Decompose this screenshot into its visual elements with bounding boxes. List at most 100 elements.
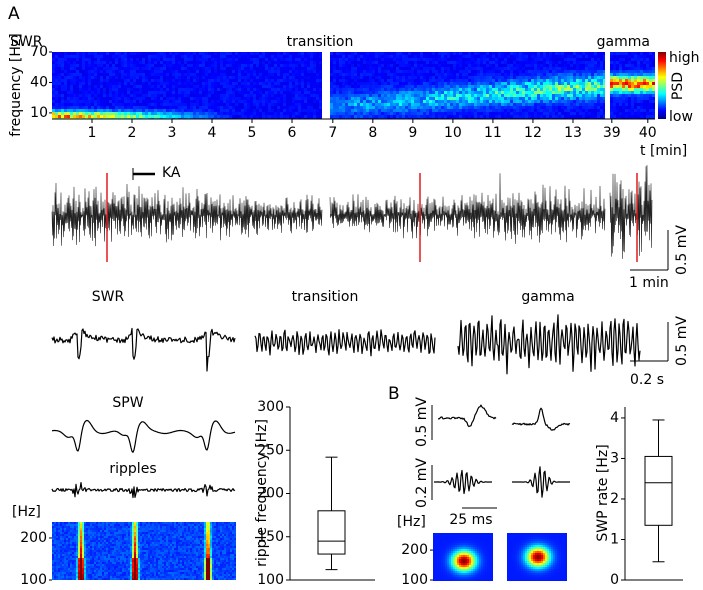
spectrogram-cell bbox=[274, 106, 277, 109]
spectrogram-cell bbox=[64, 100, 67, 103]
spectrogram-cell bbox=[127, 55, 130, 58]
spectrogram-cell bbox=[253, 70, 256, 73]
spectrogram-cell bbox=[450, 76, 453, 79]
spectrogram-cell bbox=[217, 55, 220, 58]
spectrogram-cell bbox=[232, 112, 235, 115]
spectrogram-cell bbox=[178, 88, 181, 91]
spectrogram-cell bbox=[124, 76, 127, 79]
spectrogram-cell bbox=[73, 79, 76, 82]
spectrogram-cell bbox=[202, 109, 205, 112]
spectrogram-cell bbox=[262, 91, 265, 94]
spectrogram-cell bbox=[106, 106, 109, 109]
spectrogram-cell bbox=[348, 55, 351, 58]
spectrogram-cell bbox=[384, 73, 387, 76]
spectrogram-cell bbox=[295, 73, 298, 76]
spectrogram-cell bbox=[154, 112, 157, 115]
spectrogram-cell bbox=[519, 97, 522, 100]
spectrogram-cell bbox=[73, 61, 76, 64]
spectrogram-cell bbox=[74, 532, 76, 534]
spectrogram-cell bbox=[112, 112, 115, 115]
spectrogram-cell bbox=[148, 100, 151, 103]
spectrogram-cell bbox=[220, 79, 223, 82]
spectrogram-cell bbox=[232, 91, 235, 94]
spectrogram-cell bbox=[603, 73, 605, 76]
spectrogram-cell bbox=[591, 64, 594, 67]
spectrogram-cell bbox=[600, 52, 603, 55]
spectrogram-cell bbox=[58, 550, 60, 552]
spectrogram-cell bbox=[363, 97, 366, 100]
spectrogram-cell bbox=[130, 58, 133, 61]
spectrogram-cell bbox=[582, 112, 585, 115]
spectrogram-cell bbox=[405, 97, 408, 100]
spectrogram-cell bbox=[52, 550, 54, 552]
spectrogram-cell bbox=[154, 73, 157, 76]
spectrogram-cell bbox=[543, 82, 546, 85]
spectrogram-cell bbox=[628, 106, 631, 109]
spectrogram-cell bbox=[66, 534, 68, 536]
spectrogram-cell bbox=[142, 73, 145, 76]
spectrogram-cell bbox=[94, 88, 97, 91]
spectrogram-cell bbox=[72, 552, 74, 554]
spectrogram-cell bbox=[477, 79, 480, 82]
spectrogram-cell bbox=[378, 52, 381, 55]
spectrogram-cell bbox=[58, 103, 61, 106]
label: 9 bbox=[408, 125, 417, 141]
spectrogram-cell bbox=[423, 82, 426, 85]
spectrogram-cell bbox=[348, 85, 351, 88]
spectrogram-cell bbox=[576, 73, 579, 76]
spectrogram-cell bbox=[480, 115, 483, 118]
spectrogram-cell bbox=[235, 109, 238, 112]
spectrogram-cell bbox=[423, 91, 426, 94]
spectrogram-cell bbox=[145, 70, 148, 73]
spectrogram-cell bbox=[310, 88, 313, 91]
spectrogram-cell bbox=[453, 73, 456, 76]
spectrogram-cell bbox=[435, 100, 438, 103]
spectrogram-cell bbox=[498, 85, 501, 88]
spectrogram-cell bbox=[354, 55, 357, 58]
spectrogram-cell bbox=[196, 67, 199, 70]
spectrogram-cell bbox=[277, 103, 280, 106]
spectrogram-cell bbox=[196, 79, 199, 82]
spectrogram-cell bbox=[52, 82, 55, 85]
spectrogram-cell bbox=[56, 566, 58, 568]
spectrogram-cell bbox=[268, 76, 271, 79]
spectrogram-cell bbox=[52, 91, 55, 94]
spectrogram-cell bbox=[142, 106, 145, 109]
spectrogram-cell bbox=[534, 115, 537, 118]
spectrogram-cell bbox=[576, 76, 579, 79]
spectrogram-cell bbox=[193, 64, 196, 67]
spectrogram-cell bbox=[307, 112, 310, 115]
spectrogram-cell bbox=[94, 109, 97, 112]
spectrogram-cell bbox=[420, 97, 423, 100]
spectrogram-cell bbox=[330, 103, 333, 106]
spectrogram-cell bbox=[625, 55, 628, 58]
spectrogram-cell bbox=[360, 94, 363, 97]
spectrogram-cell bbox=[381, 94, 384, 97]
spectrogram-cell bbox=[193, 70, 196, 73]
spectrogram-cell bbox=[166, 109, 169, 112]
spectrogram-cell bbox=[417, 109, 420, 112]
spectrogram-cell bbox=[417, 64, 420, 67]
spectrogram-cell bbox=[516, 88, 519, 91]
spectrogram-cell bbox=[591, 70, 594, 73]
spectrogram-cell bbox=[582, 97, 585, 100]
spectrogram-cell bbox=[366, 100, 369, 103]
spectrogram-cell bbox=[549, 67, 552, 70]
spectrogram-cell bbox=[56, 576, 58, 578]
spectrogram-cell bbox=[435, 103, 438, 106]
spectrogram-cell bbox=[597, 112, 600, 115]
spectrogram-cell bbox=[513, 109, 516, 112]
spectrogram-cell bbox=[426, 85, 429, 88]
spectrogram-cell bbox=[625, 82, 628, 85]
spectrogram-cell bbox=[576, 103, 579, 106]
spectrogram-cell bbox=[573, 67, 576, 70]
spectrogram-cell bbox=[525, 106, 528, 109]
spectrogram-cell bbox=[354, 64, 357, 67]
spectrogram-cell bbox=[447, 91, 450, 94]
spectrogram-cell bbox=[54, 546, 56, 548]
spectrogram-cell bbox=[181, 55, 184, 58]
spectrogram-cell bbox=[534, 91, 537, 94]
spectrogram-cell bbox=[546, 103, 549, 106]
spectrogram-cell bbox=[271, 52, 274, 55]
spectrogram-cell bbox=[468, 100, 471, 103]
